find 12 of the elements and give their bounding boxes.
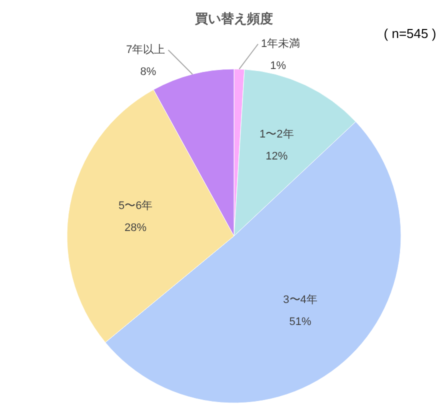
slice-label: 7年以上 [126, 42, 166, 56]
data-label: 51% [289, 316, 312, 328]
chart-title: 買い替え頻度 [194, 11, 273, 26]
data-label: 28% [124, 222, 147, 234]
slice-label: 3〜4年 [283, 294, 318, 306]
slice-label: 5〜6年 [118, 200, 153, 212]
data-label: 1% [270, 60, 286, 72]
data-label: 8% [140, 66, 156, 78]
slice-label: 1〜2年 [260, 128, 294, 140]
text: ( n=545 ) [384, 26, 436, 41]
slice-label: 1年未満 [261, 37, 300, 50]
data-label: 12% [266, 150, 288, 162]
